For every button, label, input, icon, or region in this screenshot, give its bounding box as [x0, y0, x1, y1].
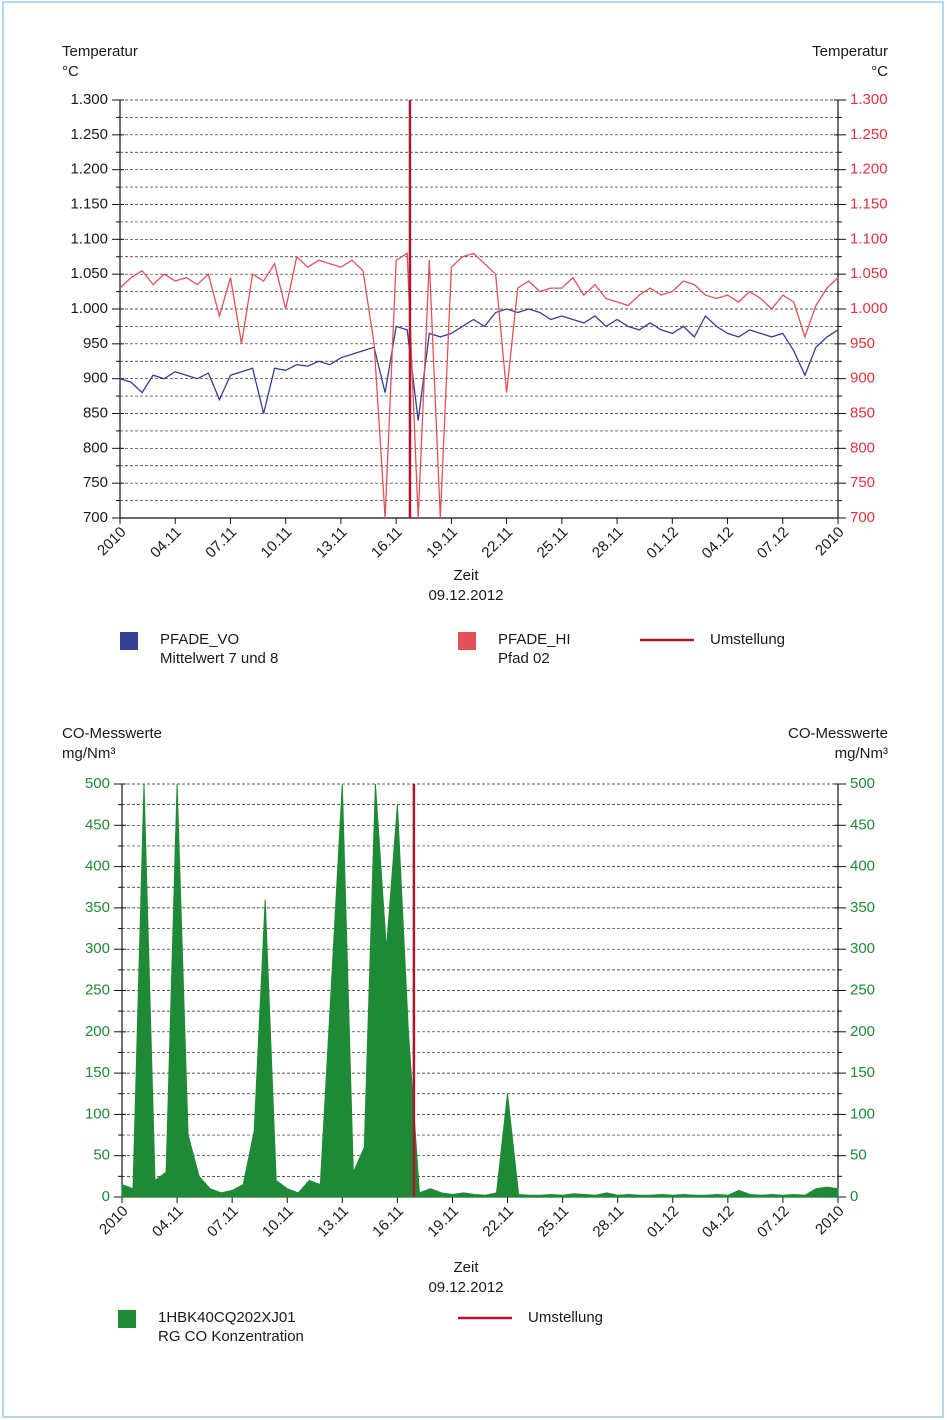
y2-tick-label: 400 — [850, 858, 875, 875]
y-tick-label: 350 — [85, 899, 110, 916]
y2-tick-label: 300 — [850, 940, 875, 957]
data-line — [119, 252, 839, 519]
y-tick-label: 900 — [83, 370, 108, 387]
y-tick-label: 1.250 — [70, 126, 108, 143]
y-tick-label: 1.000 — [70, 300, 108, 317]
y2-axis-unit: mg/Nm³ — [835, 745, 888, 762]
legend-swatch — [458, 632, 476, 650]
y-tick-label: 1.050 — [70, 265, 108, 282]
y-tick-label: 1.100 — [70, 230, 108, 247]
y2-tick-label: 1.250 — [850, 126, 888, 143]
y2-tick-label: 850 — [850, 404, 875, 421]
y-tick-label: 500 — [85, 775, 110, 792]
y-tick-label: 100 — [85, 1105, 110, 1122]
y-tick-label: 750 — [83, 474, 108, 491]
legend-description: Pfad 02 — [498, 650, 550, 667]
x-axis-subtitle: 09.12.2012 — [428, 587, 503, 604]
y-axis-title: CO-Messwerte — [62, 725, 162, 742]
y-tick-label: 950 — [83, 335, 108, 352]
y-tick-label: 50 — [93, 1147, 110, 1164]
y-tick-label: 1.200 — [70, 161, 108, 178]
x-axis-subtitle: 09.12.2012 — [428, 1279, 503, 1296]
legend-description: Mittelwert 7 und 8 — [160, 650, 278, 667]
data-area — [121, 783, 839, 1198]
y2-tick-label: 500 — [850, 775, 875, 792]
y-axis-unit: mg/Nm³ — [62, 745, 115, 762]
y2-axis-unit: °C — [871, 63, 888, 80]
y2-tick-label: 800 — [850, 439, 875, 456]
y2-tick-label: 1.050 — [850, 265, 888, 282]
y2-tick-label: 100 — [850, 1105, 875, 1122]
legend-description: RG CO Konzentration — [158, 1328, 304, 1345]
x-axis-title: Zeit — [453, 1259, 479, 1276]
legend-label: Umstellung — [710, 631, 785, 648]
y-tick-label: 450 — [85, 816, 110, 833]
legend-label: Umstellung — [528, 1309, 603, 1326]
y2-tick-label: 200 — [850, 1023, 875, 1040]
y-tick-label: 300 — [85, 940, 110, 957]
y2-tick-label: 750 — [850, 474, 875, 491]
y-tick-label: 800 — [83, 439, 108, 456]
y2-tick-label: 1.300 — [850, 91, 888, 108]
y-tick-label: 700 — [83, 509, 108, 526]
y2-tick-label: 900 — [850, 370, 875, 387]
y-axis-unit: °C — [62, 63, 79, 80]
legend-label: 1HBK40CQ202XJ01 — [158, 1309, 296, 1326]
y-tick-label: 1.150 — [70, 195, 108, 212]
y-tick-label: 1.300 — [70, 91, 108, 108]
y2-tick-label: 150 — [850, 1064, 875, 1081]
x-axis-title: Zeit — [453, 567, 479, 584]
y2-tick-label: 1.100 — [850, 230, 888, 247]
y-tick-label: 850 — [83, 404, 108, 421]
y-tick-label: 400 — [85, 858, 110, 875]
y2-axis-title: Temperatur — [812, 43, 888, 60]
legend-label: PFADE_HI — [498, 631, 571, 648]
y-tick-label: 150 — [85, 1064, 110, 1081]
legend-label: PFADE_VO — [160, 631, 239, 648]
y-tick-label: 0 — [102, 1188, 110, 1205]
y2-tick-label: 250 — [850, 981, 875, 998]
legend-swatch — [120, 632, 138, 650]
y2-tick-label: 1.000 — [850, 300, 888, 317]
y-tick-label: 200 — [85, 1023, 110, 1040]
y2-tick-label: 1.200 — [850, 161, 888, 178]
y2-tick-label: 700 — [850, 509, 875, 526]
y2-tick-label: 1.150 — [850, 195, 888, 212]
legend-swatch — [118, 1310, 136, 1328]
y2-tick-label: 50 — [850, 1147, 867, 1164]
y2-tick-label: 0 — [850, 1188, 858, 1205]
y-tick-label: 250 — [85, 981, 110, 998]
y-axis-title: Temperatur — [62, 43, 138, 60]
y2-tick-label: 950 — [850, 335, 875, 352]
y2-tick-label: 450 — [850, 816, 875, 833]
y2-axis-title: CO-Messwerte — [788, 725, 888, 742]
data-line — [119, 308, 839, 421]
y2-tick-label: 350 — [850, 899, 875, 916]
